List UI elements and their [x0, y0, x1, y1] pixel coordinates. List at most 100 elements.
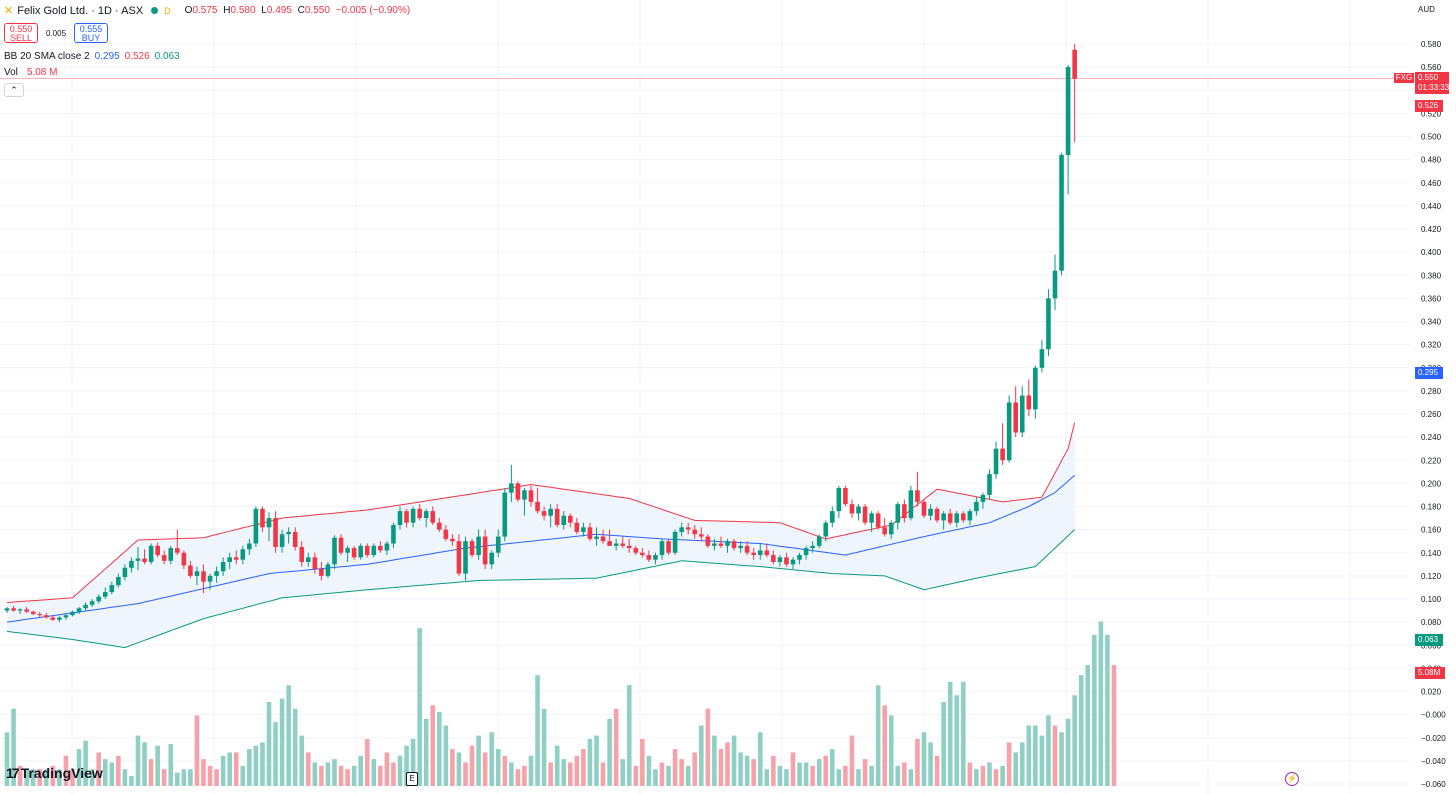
candle-body: [541, 511, 547, 516]
bb-legend[interactable]: BB 20 SMA close 2 0.295 0.526 0.063: [4, 51, 180, 62]
candle-body: [830, 511, 835, 523]
candle-body: [469, 541, 475, 556]
symbol-title[interactable]: Felix Gold Ltd. · 1D · ASX: [17, 4, 144, 17]
volume-bar: [247, 749, 252, 786]
volume-bar: [607, 718, 612, 786]
y-tick-label: 0.020: [1421, 688, 1442, 697]
candle-body: [843, 488, 848, 505]
volume-bar: [561, 759, 567, 786]
y-tick-label: 0.180: [1421, 503, 1442, 512]
volume-bar: [57, 769, 62, 786]
volume-bar: [712, 735, 717, 786]
candle-body: [410, 508, 416, 523]
market-status-icon[interactable]: [151, 7, 159, 14]
volume-bar: [594, 735, 599, 786]
currency-label[interactable]: AUD: [1418, 5, 1435, 14]
candle-body: [1039, 349, 1045, 368]
candle-body: [836, 488, 842, 512]
volume-bar: [974, 769, 979, 786]
candle-body: [57, 617, 62, 620]
volume-bar: [535, 675, 540, 786]
symbol-legend: ✕ Felix Gold Ltd. · 1D · ASX D O0.575 H0…: [4, 4, 413, 18]
y-tick-label: 0.280: [1421, 387, 1442, 396]
volume-bar: [751, 759, 756, 786]
volume-bar: [961, 681, 966, 786]
volume-bar: [640, 738, 645, 786]
candle-body: [63, 615, 69, 618]
volume-bar: [1026, 725, 1032, 786]
candle-body: [456, 541, 462, 574]
candle-body: [1006, 402, 1012, 461]
volume-bar: [725, 742, 730, 786]
countdown-timer: 01:33:33: [1418, 83, 1450, 92]
spread-value: 0.005: [46, 28, 67, 38]
candle-body: [109, 585, 115, 593]
volume-bar: [37, 769, 43, 786]
bb-basis-value: 0.295: [94, 51, 120, 62]
volume-bar: [319, 765, 324, 786]
volume-bar: [116, 755, 121, 786]
candle-body: [509, 483, 514, 493]
volume-bar: [1111, 665, 1117, 786]
volume-bar: [89, 769, 95, 786]
volume-bar: [921, 732, 927, 786]
last-price-badge: 0.550 01:33:33: [1415, 72, 1450, 94]
tradingview-logo[interactable]: 17 TradingView: [6, 765, 103, 781]
y-tick-label: 0.440: [1421, 202, 1442, 211]
chevron-up-icon[interactable]: ⌃: [4, 83, 24, 97]
candle-body: [928, 508, 933, 516]
symbol-price-label: FXG: [1394, 73, 1414, 83]
lightning-icon[interactable]: ⚡: [1285, 772, 1299, 786]
candle-body: [260, 508, 265, 528]
y-tick-label: −0.020: [1421, 734, 1446, 743]
volume-bar: [129, 775, 134, 786]
bb-lower-line: [6, 529, 1075, 649]
candle-body: [142, 558, 147, 562]
candle-body: [1046, 298, 1051, 350]
vol-legend[interactable]: Vol 5.08 M: [4, 67, 57, 78]
candle-body: [161, 555, 167, 561]
volume-bar: [679, 759, 684, 786]
earnings-marker[interactable]: E: [406, 772, 418, 786]
volume-bar: [332, 759, 337, 786]
candle-body: [993, 448, 999, 475]
volume-bar: [194, 715, 200, 786]
volume-bar: [463, 762, 468, 786]
y-tick-label: 0.560: [1421, 63, 1442, 72]
volume-bar: [1000, 765, 1005, 786]
volume-bar: [83, 740, 88, 786]
candle-body: [194, 571, 200, 576]
candle-body: [4, 608, 10, 611]
volume-bar: [987, 762, 992, 786]
candle-body: [37, 614, 43, 616]
candle-body: [947, 513, 953, 523]
volume-bar: [181, 769, 187, 786]
sell-button[interactable]: 0.550 SELL: [4, 23, 38, 43]
candle-body: [646, 555, 652, 560]
candle-body: [338, 537, 344, 553]
y-tick-label: 0.160: [1421, 526, 1442, 535]
candle-body: [83, 604, 88, 609]
candle-body: [423, 511, 429, 519]
volume-bar: [869, 765, 874, 786]
volume-bar: [17, 765, 23, 786]
buy-button[interactable]: 0.555 BUY: [74, 23, 109, 43]
volume-bar: [161, 769, 167, 786]
tradingview-brand: TradingView: [20, 765, 103, 781]
volume-bar: [502, 755, 508, 786]
volume-bar: [423, 718, 429, 786]
volume-bar: [286, 685, 291, 786]
volume-bar: [482, 752, 488, 786]
volume-bar: [908, 769, 914, 786]
y-tick-label: 0.420: [1421, 225, 1442, 234]
candle-body: [319, 568, 324, 576]
candle-body: [1065, 67, 1071, 155]
candle-body: [345, 548, 350, 553]
candle-body: [581, 527, 586, 532]
candle-body: [273, 518, 278, 547]
volume-bar: [685, 765, 691, 786]
delay-label[interactable]: D: [164, 5, 171, 16]
candle-body: [417, 508, 422, 519]
candle-body: [463, 541, 468, 574]
